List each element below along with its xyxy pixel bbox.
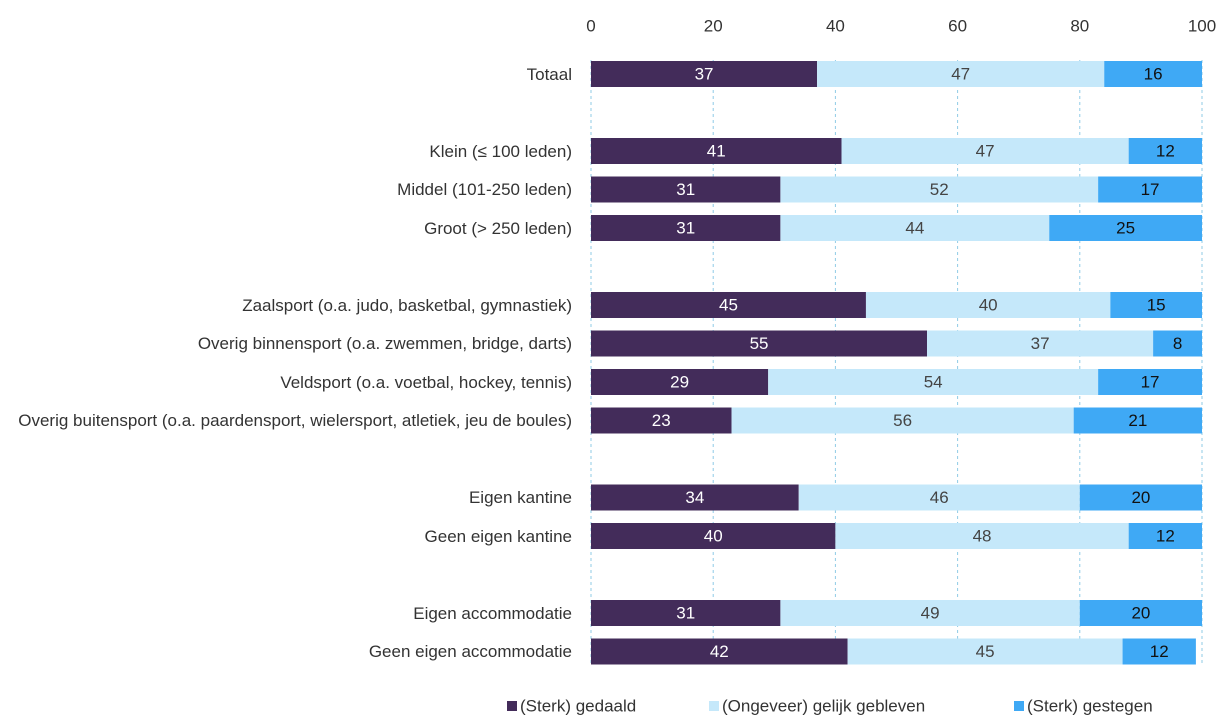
bar-segment: [847, 638, 1123, 665]
bar-segment: [591, 330, 928, 357]
data-label: 17: [1141, 180, 1160, 199]
x-tick-label: 100: [1188, 16, 1216, 35]
data-label: 20: [1131, 488, 1150, 507]
bar-segment: [1049, 215, 1202, 241]
data-label: 25: [1116, 218, 1135, 237]
bar-segment: [780, 600, 1080, 626]
data-label: 34: [685, 488, 704, 507]
data-label: 29: [670, 372, 689, 391]
data-label: 37: [1031, 334, 1050, 353]
bar-segment: [1153, 330, 1202, 357]
legend-label: (Ongeveer) gelijk gebleven: [722, 696, 925, 715]
data-label: 44: [905, 218, 924, 237]
category-label: Eigen kantine: [468, 488, 572, 507]
bar-segment: [591, 215, 781, 241]
data-label: 23: [652, 411, 671, 430]
category-label: Veldsport (o.a. voetbal, hockey, tennis): [280, 372, 572, 392]
bar-segment: [768, 369, 1099, 395]
data-label: 12: [1156, 141, 1175, 160]
bar-segment: [780, 215, 1050, 241]
bar-segment: [591, 600, 781, 626]
data-label: 47: [951, 64, 970, 83]
category-label: Klein (≤ 100 leden): [429, 141, 572, 161]
bar-segment: [591, 523, 836, 549]
bar-segment: [1098, 176, 1202, 203]
data-label: 31: [676, 180, 695, 199]
data-label: 46: [930, 488, 949, 507]
bar-segment: [1122, 638, 1196, 665]
bar-segment: [591, 292, 866, 318]
bar-segment: [591, 176, 781, 203]
data-label: 15: [1147, 295, 1166, 314]
category-label: Zaalsport (o.a. judo, basketbal, gymnast…: [242, 295, 572, 315]
bar-segment: [1128, 138, 1202, 164]
bar-segment: [1104, 61, 1202, 87]
data-label: 55: [750, 334, 769, 353]
bar-segment: [1079, 600, 1202, 626]
data-label: 31: [676, 218, 695, 237]
data-label: 45: [719, 295, 738, 314]
bar-segment: [1073, 407, 1202, 434]
data-label: 21: [1128, 411, 1147, 430]
x-tick-label: 60: [948, 16, 967, 35]
data-label: 56: [893, 411, 912, 430]
bar-segment: [817, 61, 1105, 87]
data-label: 31: [676, 603, 695, 622]
data-label: 47: [976, 141, 995, 160]
bar-segment: [591, 61, 818, 87]
bar-segment: [798, 484, 1080, 511]
data-label: 20: [1131, 603, 1150, 622]
category-label: Totaal: [526, 64, 572, 84]
bar-segment: [841, 138, 1129, 164]
data-label: 41: [707, 141, 726, 160]
x-tick-label: 80: [1070, 16, 1089, 35]
legend-swatch: [507, 701, 517, 711]
legend-swatch: [709, 701, 719, 711]
bar-segment: [1079, 484, 1202, 511]
legend-label: (Sterk) gedaald: [520, 696, 636, 715]
bar-segment: [591, 484, 799, 511]
legend-swatch: [1014, 701, 1024, 711]
legend-label: (Sterk) gestegen: [1027, 696, 1153, 715]
data-label: 54: [924, 372, 943, 391]
bar-segment: [591, 638, 848, 665]
data-label: 40: [979, 295, 998, 314]
category-label: Eigen accommodatie: [413, 603, 572, 623]
bar-segment: [731, 407, 1074, 434]
data-label: 40: [704, 526, 723, 545]
bar-segment: [927, 330, 1154, 357]
category-label: Groot (> 250 leden): [424, 218, 572, 238]
data-label: 17: [1141, 372, 1160, 391]
category-label: Overig buitensport (o.a. paardensport, w…: [18, 411, 572, 430]
bar-segment: [591, 138, 842, 164]
bar-segment: [780, 176, 1099, 203]
category-label: Geen eigen accommodatie: [368, 642, 572, 661]
data-label: 49: [921, 603, 940, 622]
data-label: 8: [1173, 334, 1182, 353]
bar-segment: [865, 292, 1111, 318]
category-label: Middel (101-250 leden): [397, 180, 572, 199]
data-label: 45: [976, 642, 995, 661]
data-label: 37: [695, 64, 714, 83]
bar-segment: [1098, 369, 1202, 395]
data-label: 42: [710, 642, 729, 661]
data-label: 52: [930, 180, 949, 199]
data-label: 12: [1156, 526, 1175, 545]
data-label: 12: [1150, 642, 1169, 661]
bar-segment: [591, 407, 732, 434]
bar-segment: [1110, 292, 1202, 318]
category-label: Geen eigen kantine: [424, 526, 572, 546]
x-tick-label: 20: [704, 16, 723, 35]
data-label: 16: [1144, 64, 1163, 83]
bar-segment: [835, 523, 1129, 549]
category-label: Overig binnensport (o.a. zwemmen, bridge…: [197, 334, 572, 353]
data-label: 48: [973, 526, 992, 545]
x-tick-label: 0: [586, 16, 595, 35]
bar-segment: [1128, 523, 1202, 549]
bar-segment: [591, 369, 769, 395]
x-tick-label: 40: [826, 16, 845, 35]
